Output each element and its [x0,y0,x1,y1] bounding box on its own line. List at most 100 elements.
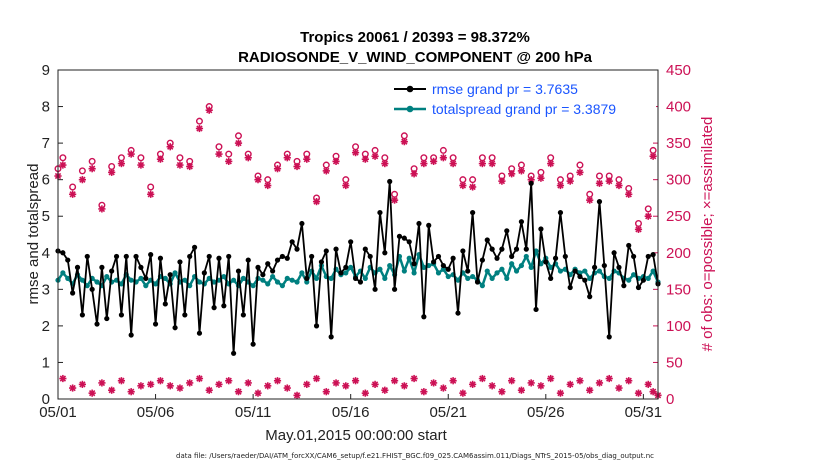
rmse-point [377,209,383,216]
totalspread-point [557,268,564,274]
rmse-point [284,255,290,261]
totalspread-point [118,281,125,287]
obs-possible-marker [625,184,633,192]
rmse-line [57,180,659,355]
obs-bottom-marker [225,377,233,385]
totalspread-point [596,268,603,274]
obs-assimilated-marker [508,170,516,178]
totalspread-point [304,279,310,285]
obs-assimilated-marker-stroke [430,158,437,165]
totalspread-point [645,275,651,281]
totalspread-point [265,281,271,287]
obs-bottom-marker-stroke [645,381,652,388]
rmse-point [328,334,334,340]
rmse-point [596,199,603,205]
obs-assimilated-marker [469,183,477,191]
rmse-point [299,220,305,227]
obs-bottom-marker-stroke [59,375,67,382]
totalspread-point [401,268,407,274]
rmse-point [509,253,515,260]
obs-bottom-marker-stroke [391,377,398,384]
obs-assimilated-marker-stroke [645,213,652,220]
obs-bottom-marker-stroke [215,381,223,388]
obs-bottom-marker [361,389,369,397]
obs-bottom-marker [576,377,584,385]
totalspread-point [348,264,354,270]
rmse-point [157,255,164,261]
obs-assimilated-marker-stroke [98,205,106,213]
chart-title-line-1: Tropics 20061 / 20393 = 98.372% [300,29,530,46]
obs-possible-marker [69,183,77,191]
rmse-point [216,255,222,261]
obs-bottom-marker [586,386,594,394]
totalspread-point [440,266,446,272]
left-y-tick-label: 1 [42,354,50,371]
obs-possible-marker [342,176,350,184]
obs-assimilated-marker [147,190,155,198]
rmse-point [650,252,656,258]
totalspread-point [138,275,144,281]
obs-assimilated-marker-stroke [79,176,86,183]
obs-assimilated-marker-stroke [118,160,125,167]
rmse-series [55,178,661,356]
rmse-point [426,222,432,228]
totalspread-point [587,275,593,281]
rmse-point [206,253,212,260]
totalspread-point [274,279,281,285]
obs-bottom-marker [293,391,301,399]
obs-assimilated-marker-stroke [167,143,174,150]
obs-bottom-marker-stroke [186,379,193,387]
totalspread-point [196,279,203,285]
obs-bottom-marker-stroke [557,389,564,397]
rmse-point [172,325,178,331]
obs-assimilated-marker-stroke [137,161,145,169]
rmse-point [606,334,612,340]
obs-bottom-marker [137,382,145,390]
obs-assimilated-marker [478,159,486,168]
totalspread-point [343,270,349,276]
obs-assimilated-marker [283,154,291,162]
obs-assimilated-marker-stroke [586,196,593,204]
obs-assimilated-marker [498,177,506,185]
obs-bottom-marker [595,379,604,387]
rmse-point [201,270,207,276]
rmse-point [572,268,578,274]
x-axis-label: May.01,2015 00:00:00 start [265,427,447,444]
obs-assimilated-marker [400,138,408,146]
totalspread-point [650,268,656,274]
rmse-point [631,253,637,260]
legend-rmse-marker [406,85,414,93]
obs-bottom-marker [264,382,272,390]
rmse-point [474,279,481,285]
right-y-tick-label: 50 [666,354,683,371]
rmse-point [182,312,188,318]
obs-bottom-marker-stroke [303,381,310,388]
obs-assimilated-marker-stroke [401,138,408,145]
rmse-point [279,253,285,260]
obs-assimilated-marker [176,161,184,169]
obs-bottom-marker-stroke [410,375,418,382]
obs-bottom-marker [254,389,262,397]
obs-assimilated-marker [205,106,213,114]
obs-assimilated-marker-stroke [371,153,379,160]
totalspread-point [94,279,100,285]
totalspread-point [606,275,612,281]
obs-bottom-marker [69,384,77,392]
legend-rmse-label: rmse grand pr = 3.7635 [432,81,578,97]
rmse-point [352,275,359,281]
obs-bottom-marker [566,380,574,388]
totalspread-point [187,283,193,289]
rmse-point [552,255,559,261]
rmse-point [274,257,281,263]
left-y-tick-label: 7 [42,135,50,152]
obs-bottom-marker-stroke [547,375,554,382]
obs-bottom-marker [644,380,652,388]
rmse-point [533,306,539,313]
totalspread-point [172,270,178,276]
obs-assimilated-marker [586,196,594,204]
rmse-point [65,257,71,263]
obs-bottom-marker-stroke [381,387,388,394]
obs-possible-marker [586,190,594,198]
left-y-tick-label: 9 [42,62,50,79]
obs-bottom-marker [400,382,408,390]
